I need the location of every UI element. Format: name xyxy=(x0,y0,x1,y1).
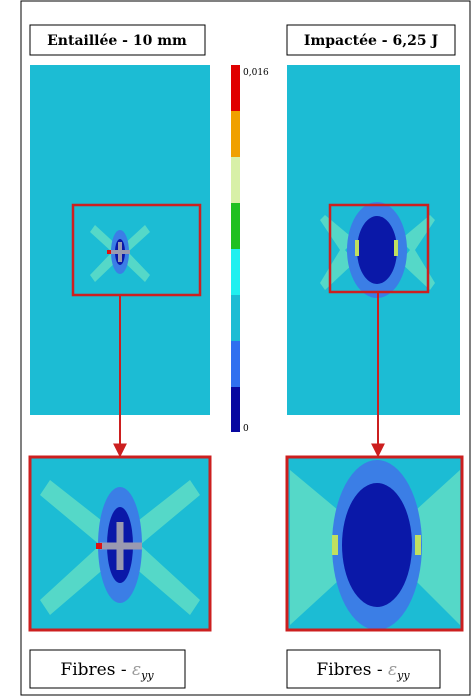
caption-subscript: yy xyxy=(396,669,410,682)
caption-box xyxy=(286,649,441,689)
title-box xyxy=(29,24,206,56)
zoom-view xyxy=(28,455,212,632)
zoom-region xyxy=(71,203,202,297)
caption-box xyxy=(29,649,186,689)
colorbar xyxy=(231,65,240,432)
frame xyxy=(20,0,471,696)
title-box xyxy=(286,24,456,56)
strain-field xyxy=(287,65,460,415)
caption-text: Fibres - xyxy=(316,660,382,680)
caption-subscript: yy xyxy=(140,669,154,682)
caption: Fibres - εyy xyxy=(316,660,410,682)
colorbar-label: 0 xyxy=(243,424,249,434)
caption: Fibres - εyy xyxy=(60,660,154,682)
caption-symbol: ε xyxy=(388,660,397,680)
colorbar-label: 0,016 xyxy=(243,68,269,78)
zoom-view xyxy=(285,455,464,632)
panel-title: Entaillée - 10 mm xyxy=(47,33,187,49)
caption-symbol: ε xyxy=(132,660,141,680)
caption-text: Fibres - xyxy=(60,660,126,680)
panel-title: Impactée - 6,25 J xyxy=(304,33,439,49)
